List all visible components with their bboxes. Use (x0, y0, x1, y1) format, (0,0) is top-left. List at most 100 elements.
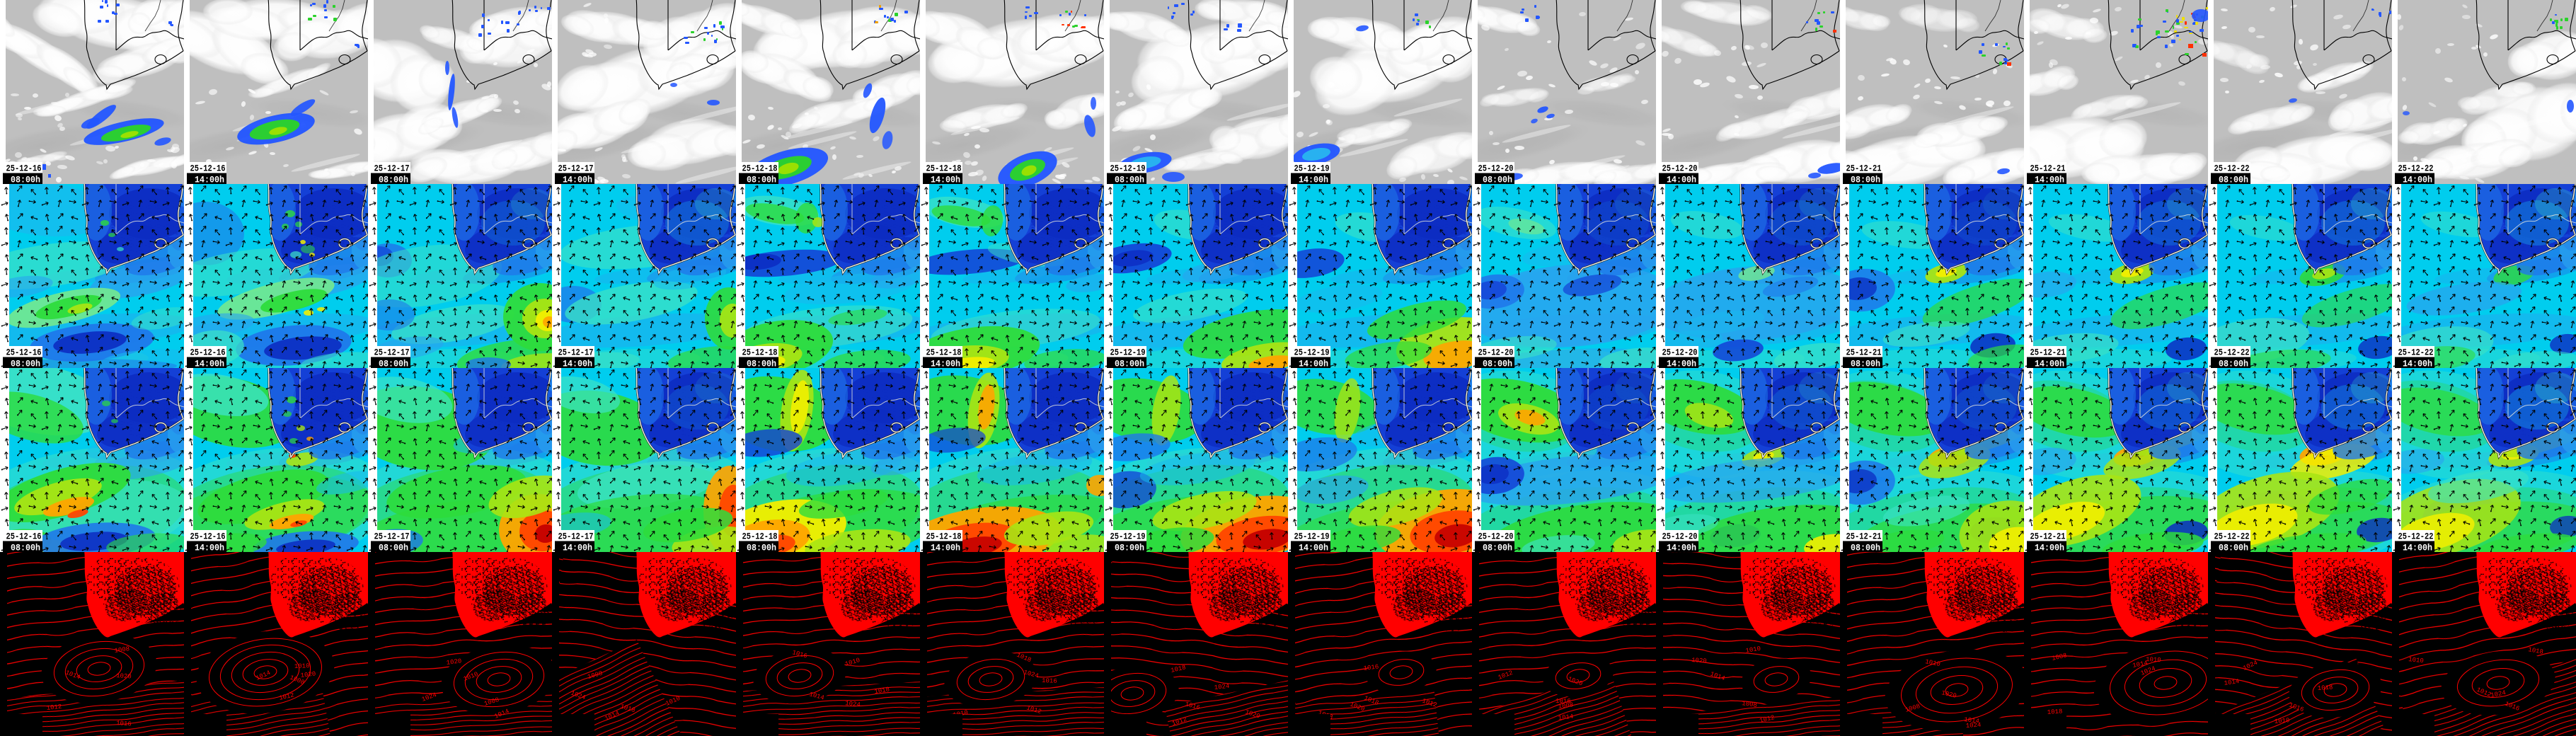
svg-text:25-12-21: 25-12-21 (2030, 532, 2066, 542)
svg-text:08:00h: 08:00h (1851, 544, 1880, 553)
svg-text:25-12-17: 25-12-17 (558, 532, 594, 542)
svg-text:25-12-19: 25-12-19 (1294, 348, 1330, 358)
svg-text:08:00h: 08:00h (1483, 176, 1512, 185)
svg-text:1018: 1018 (2527, 646, 2543, 656)
svg-text:25-12-16: 25-12-16 (6, 164, 42, 174)
svg-text:1010: 1010 (1745, 645, 1761, 655)
svg-text:25-12-20: 25-12-20 (1478, 348, 1514, 358)
svg-text:08:00h: 08:00h (2219, 360, 2248, 369)
svg-text:25-12-22: 25-12-22 (2398, 348, 2434, 358)
svg-text:1018: 1018 (2047, 708, 2063, 716)
svg-text:1020: 1020 (446, 657, 462, 667)
svg-text:08:00h: 08:00h (747, 176, 776, 185)
svg-text:14:00h: 14:00h (1299, 360, 1328, 369)
svg-text:1016: 1016 (1363, 663, 1379, 672)
svg-text:08:00h: 08:00h (379, 544, 408, 553)
svg-text:14:00h: 14:00h (563, 360, 592, 369)
svg-text:25-12-16: 25-12-16 (6, 532, 42, 542)
svg-text:14:00h: 14:00h (195, 176, 224, 185)
svg-text:1008: 1008 (2051, 652, 2067, 662)
svg-text:14:00h: 14:00h (1667, 360, 1696, 369)
svg-text:25-12-19: 25-12-19 (1294, 164, 1330, 174)
svg-text:25-12-18: 25-12-18 (926, 348, 962, 358)
svg-text:1014: 1014 (1964, 716, 1980, 725)
svg-text:25-12-18: 25-12-18 (742, 164, 778, 174)
svg-text:1018: 1018 (874, 686, 890, 696)
svg-text:25-12-18: 25-12-18 (926, 532, 962, 542)
svg-text:08:00h: 08:00h (747, 544, 776, 553)
svg-text:1010: 1010 (2146, 656, 2161, 664)
svg-text:25-12-16: 25-12-16 (190, 348, 226, 358)
svg-text:1008: 1008 (1558, 701, 1574, 711)
svg-text:14:00h: 14:00h (1299, 176, 1328, 185)
svg-text:25-12-20: 25-12-20 (1662, 164, 1698, 174)
svg-text:1024: 1024 (845, 700, 861, 708)
svg-text:1010: 1010 (294, 662, 310, 670)
svg-text:25-12-18: 25-12-18 (742, 532, 778, 542)
svg-text:14:00h: 14:00h (563, 176, 592, 185)
svg-text:25-12-17: 25-12-17 (374, 532, 410, 542)
svg-text:25-12-22: 25-12-22 (2398, 164, 2434, 174)
svg-text:1014: 1014 (2224, 678, 2240, 687)
svg-text:08:00h: 08:00h (1851, 360, 1880, 369)
svg-text:1014: 1014 (1558, 713, 1574, 722)
svg-text:25-12-20: 25-12-20 (1662, 532, 1698, 542)
svg-text:14:00h: 14:00h (195, 360, 224, 369)
svg-text:14:00h: 14:00h (931, 176, 960, 185)
svg-text:25-12-18: 25-12-18 (926, 164, 962, 174)
svg-text:25-12-20: 25-12-20 (1478, 532, 1514, 542)
svg-text:08:00h: 08:00h (1115, 360, 1144, 369)
svg-text:14:00h: 14:00h (1667, 176, 1696, 185)
svg-text:25-12-19: 25-12-19 (1110, 532, 1146, 542)
svg-text:14:00h: 14:00h (2403, 176, 2432, 185)
svg-text:08:00h: 08:00h (11, 360, 40, 369)
svg-text:08:00h: 08:00h (1483, 544, 1512, 553)
svg-text:14:00h: 14:00h (931, 360, 960, 369)
svg-text:25-12-17: 25-12-17 (374, 164, 410, 174)
svg-text:14:00h: 14:00h (2035, 176, 2064, 185)
svg-text:1008: 1008 (1742, 700, 1758, 709)
svg-text:25-12-20: 25-12-20 (1478, 164, 1514, 174)
svg-text:1010: 1010 (1924, 658, 1940, 668)
svg-text:25-12-21: 25-12-21 (1846, 532, 1882, 542)
svg-text:1020: 1020 (116, 672, 132, 680)
svg-text:08:00h: 08:00h (11, 176, 40, 185)
svg-text:25-12-22: 25-12-22 (2398, 532, 2434, 542)
svg-text:25-12-21: 25-12-21 (2030, 348, 2066, 358)
svg-text:25-12-22: 25-12-22 (2214, 164, 2250, 174)
svg-text:1020: 1020 (1940, 689, 1957, 700)
svg-text:25-12-17: 25-12-17 (558, 348, 594, 358)
svg-text:25-12-19: 25-12-19 (1294, 532, 1330, 542)
svg-text:25-12-16: 25-12-16 (190, 164, 226, 174)
svg-text:1018: 1018 (1170, 664, 1186, 674)
svg-text:25-12-21: 25-12-21 (1846, 348, 1882, 358)
svg-text:25-12-16: 25-12-16 (6, 348, 42, 358)
svg-text:25-12-19: 25-12-19 (1110, 164, 1146, 174)
svg-text:25-12-18: 25-12-18 (742, 348, 778, 358)
svg-text:1018: 1018 (2318, 684, 2333, 692)
svg-text:1016: 1016 (1042, 677, 1057, 685)
svg-text:08:00h: 08:00h (1483, 360, 1512, 369)
svg-text:1024: 1024 (1214, 683, 1230, 691)
svg-text:1016: 1016 (1556, 698, 1571, 705)
svg-text:14:00h: 14:00h (195, 544, 224, 553)
svg-text:14:00h: 14:00h (2403, 360, 2432, 369)
svg-text:08:00h: 08:00h (2219, 176, 2248, 185)
svg-text:25-12-17: 25-12-17 (558, 164, 594, 174)
svg-text:1012: 1012 (46, 703, 62, 712)
svg-text:08:00h: 08:00h (1115, 544, 1144, 553)
svg-text:25-12-21: 25-12-21 (2030, 164, 2066, 174)
svg-text:25-12-22: 25-12-22 (2214, 532, 2250, 542)
svg-text:1012: 1012 (278, 691, 294, 702)
svg-text:1010: 1010 (2274, 717, 2289, 725)
svg-text:1016: 1016 (116, 720, 132, 728)
svg-text:08:00h: 08:00h (747, 360, 776, 369)
svg-text:25-12-16: 25-12-16 (190, 532, 226, 542)
svg-text:25-12-22: 25-12-22 (2214, 348, 2250, 358)
svg-text:14:00h: 14:00h (2035, 544, 2064, 553)
svg-text:14:00h: 14:00h (931, 544, 960, 553)
svg-text:25-12-19: 25-12-19 (1110, 348, 1146, 358)
svg-text:14:00h: 14:00h (1667, 544, 1696, 553)
svg-text:25-12-17: 25-12-17 (374, 348, 410, 358)
svg-text:1014: 1014 (2132, 660, 2149, 669)
